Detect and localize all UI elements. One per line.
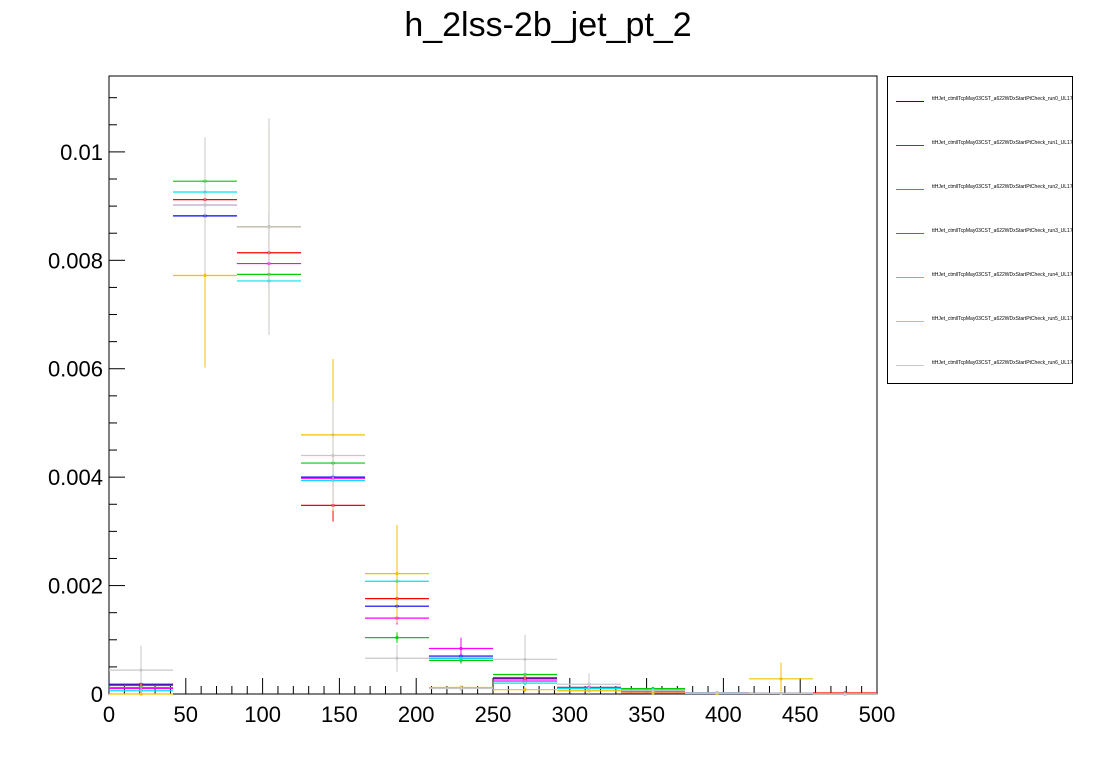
data-point-marker [459,646,463,651]
legend-entry: ttHJet_ctmllTcpMay03CST_a622WDxStartPtCh… [888,267,1074,287]
series-6 [109,118,877,696]
data-point-marker [715,691,719,695]
data-point-marker [331,453,335,458]
data-point-marker [523,657,527,661]
data-point-marker [651,689,655,693]
legend-swatch [896,101,924,102]
x-tick-label: 200 [398,702,435,727]
legend-entry: ttHJet_ctmllTcpMay03CST_a622WDxStartPtCh… [888,179,1074,199]
data-point-marker [395,636,399,640]
x-tick-label: 400 [705,702,742,727]
x-tick-label: 100 [244,702,281,727]
legend-label: ttHJet_ctmllTcpMay03CST_a622WDxStartPtCh… [932,272,1073,278]
x-tick-label: 500 [859,702,896,727]
legend-entry: ttHJet_ctmllTcpMay03CST_a622WDxStartPtCh… [888,135,1074,155]
legend-label: ttHJet_ctmllTcpMay03CST_a622WDxStartPtCh… [932,140,1073,146]
x-tick-label: 300 [551,702,588,727]
y-tick-label: 0.004 [48,465,103,490]
legend-swatch [896,233,924,234]
legend-swatch [896,365,924,366]
x-tick-label: 50 [174,702,198,727]
y-axis: 0 0.002 0.004 0.006 0.008 0.01 [48,97,125,707]
legend-label: ttHJet_ctmllTcpMay03CST_a622WDxStartPtCh… [932,184,1073,190]
legend-label: ttHJet_ctmllTcpMay03CST_a622WDxStartPtCh… [932,316,1073,322]
plot-frame [108,75,878,695]
data-point-marker [395,572,399,576]
data-point-marker [203,273,207,278]
x-tick-label: 0 [103,702,115,727]
legend-entry: ttHJet_ctmllTcpMay03CST_a622WDxStartPtCh… [888,223,1074,243]
legend: ttHJet_ctmllTcpMay03CST_a622WDxStartPtCh… [887,76,1073,384]
chart-title: h_2lss-2b_jet_pt_2 [404,6,692,44]
y-tick-label: 0.006 [48,357,103,382]
legend-swatch [896,189,924,190]
data-point-marker [395,656,399,660]
x-tick-label: 150 [321,702,358,727]
x-tick-label: 350 [628,702,665,727]
data-point-marker [203,203,207,207]
data-point-marker [459,656,463,660]
data-point-marker [139,668,143,672]
legend-entry: ttHJet_ctmllTcpMay03CST_a622WDxStartPtCh… [888,311,1074,331]
legend-swatch [896,277,924,278]
legend-entry: ttHJet_ctmllTcpMay03CST_a622WDxStartPtCh… [888,355,1074,375]
x-tick-label: 250 [475,702,512,727]
y-tick-label: 0 [91,682,103,707]
series-layer [109,118,877,696]
x-tick-label: 450 [782,702,819,727]
legend-swatch [896,145,924,146]
x-axis: 0 50 100 150 200 250 300 350 400 450 500 [103,678,895,727]
y-tick-label: 0.002 [48,574,103,599]
y-tick-label: 0.01 [60,140,103,165]
data-point-marker [459,686,463,691]
data-point-marker [523,688,527,692]
legend-swatch [896,321,924,322]
y-tick-label: 0.008 [48,248,103,273]
legend-entry: ttHJet_ctmllTcpMay03CST_a622WDxStartPtCh… [888,91,1074,111]
data-point-marker [779,677,783,681]
legend-label: ttHJet_ctmllTcpMay03CST_a622WDxStartPtCh… [932,228,1073,234]
data-point-marker [843,692,847,696]
data-point-marker [779,691,783,696]
data-point-marker [587,682,591,686]
data-point-marker [267,225,271,229]
legend-label: ttHJet_ctmllTcpMay03CST_a622WDxStartPtCh… [932,360,1073,366]
legend-label: ttHJet_ctmllTcpMay03CST_a622WDxStartPtCh… [932,96,1073,102]
